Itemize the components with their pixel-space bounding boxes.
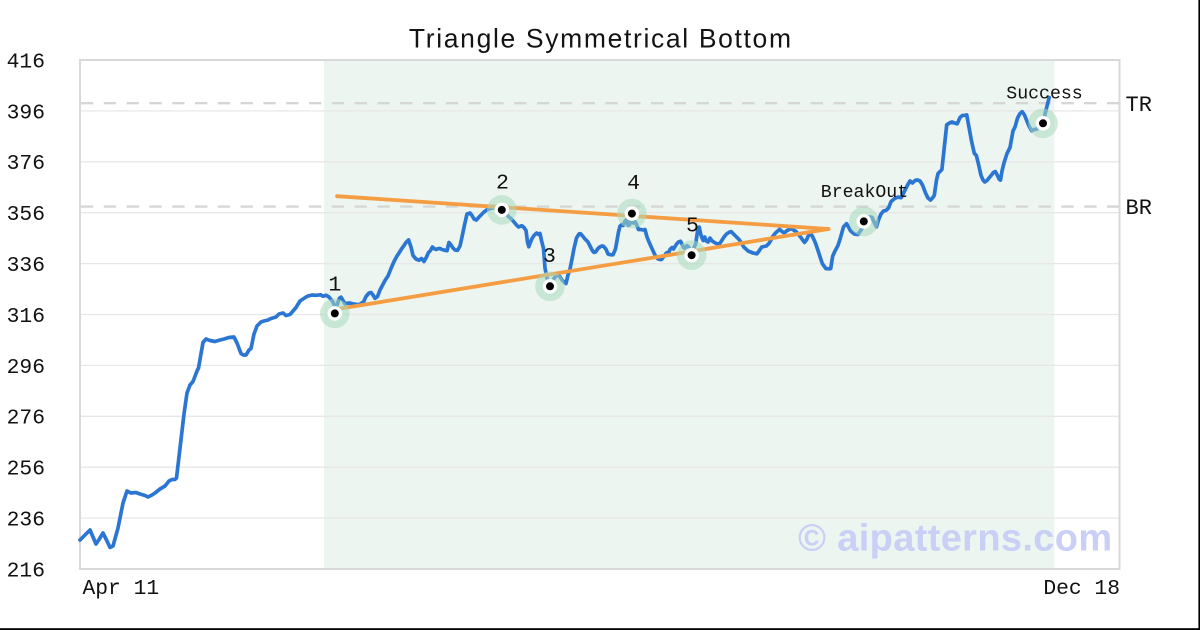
svg-text:1: 1 (328, 274, 341, 298)
svg-text:316: 316 (7, 305, 45, 329)
svg-text:TR: TR (1126, 93, 1152, 118)
svg-text:Dec 18: Dec 18 (1043, 577, 1120, 601)
svg-text:Apr 11: Apr 11 (83, 577, 160, 601)
svg-text:236: 236 (7, 509, 45, 533)
svg-text:356: 356 (7, 203, 45, 227)
svg-text:216: 216 (7, 559, 45, 583)
svg-text:276: 276 (7, 407, 45, 431)
svg-text:BR: BR (1126, 196, 1152, 221)
svg-text:Triangle Symmetrical Bottom: Triangle Symmetrical Bottom (409, 24, 793, 54)
svg-text:296: 296 (7, 356, 45, 380)
svg-text:2: 2 (496, 172, 509, 196)
svg-text:© aipatterns.com: © aipatterns.com (798, 518, 1112, 560)
svg-text:BreakOut: BreakOut (821, 183, 908, 203)
svg-text:4: 4 (627, 172, 640, 196)
svg-text:376: 376 (7, 152, 45, 176)
svg-text:Success: Success (1006, 85, 1082, 105)
svg-text:5: 5 (686, 215, 699, 239)
svg-text:256: 256 (7, 458, 45, 482)
svg-text:416: 416 (7, 50, 45, 74)
svg-text:336: 336 (7, 254, 45, 278)
svg-text:396: 396 (7, 101, 45, 125)
svg-text:3: 3 (543, 245, 556, 269)
